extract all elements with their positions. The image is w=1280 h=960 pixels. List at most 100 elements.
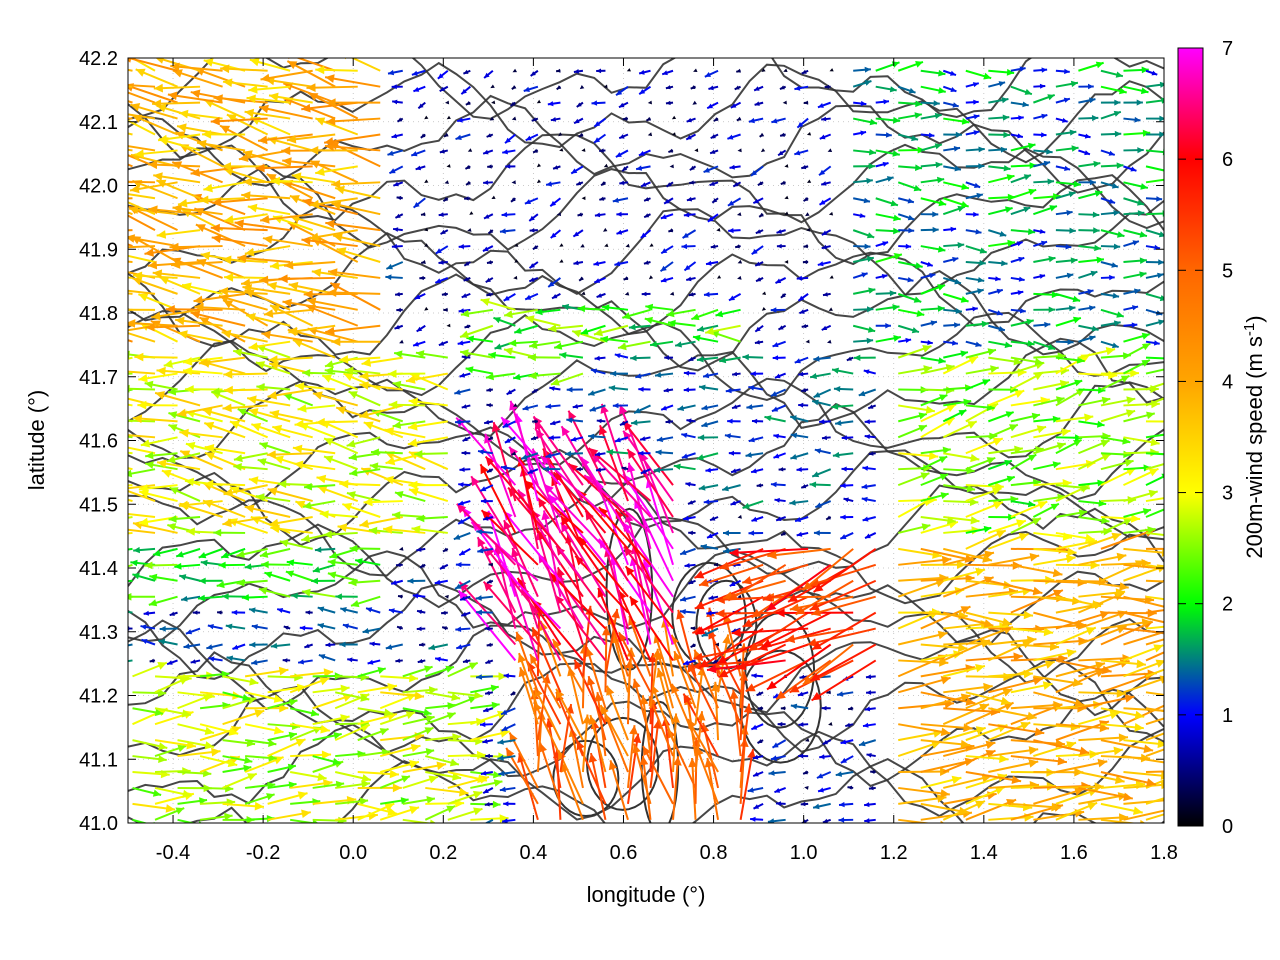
wind-arrow (943, 682, 993, 694)
wind-arrow (226, 655, 246, 662)
wind-arrow-shaft (745, 659, 809, 693)
wind-arrow-head (387, 807, 398, 816)
wind-arrow-head (688, 662, 696, 673)
wind-arrow (1055, 758, 1108, 773)
wind-arrow (482, 787, 494, 795)
wind-arrow (140, 624, 156, 630)
wind-arrow-head (1134, 710, 1145, 720)
wind-arrow (501, 723, 516, 732)
wind-arrow-shaft (519, 666, 539, 725)
wind-arrow (729, 689, 742, 757)
wind-arrow-shaft (402, 818, 434, 823)
wind-arrow-head (501, 709, 508, 715)
contour-line (128, 480, 1164, 577)
wind-arrow-head (1140, 819, 1146, 823)
wind-arrow-head (1034, 727, 1045, 737)
wind-arrow (694, 711, 706, 773)
wind-arrow (1145, 638, 1164, 646)
wind-arrow-head (1140, 753, 1151, 763)
wind-arrow-head (476, 674, 483, 680)
contour-line (128, 516, 1164, 609)
wind-arrow-head (608, 760, 618, 771)
wind-arrow-shaft (573, 659, 607, 725)
wind-arrow-head (392, 783, 402, 793)
wind-arrow-shaft (551, 638, 584, 693)
wind-arrow-shaft (128, 484, 133, 487)
wind-arrow (797, 691, 809, 697)
wind-arrow (770, 755, 786, 761)
wind-arrow-head (182, 789, 192, 798)
wind-arrow-shaft (128, 292, 133, 295)
wind-arrow-head (449, 758, 459, 767)
wind-arrow-shaft (128, 419, 133, 423)
wind-arrow-head (940, 727, 951, 737)
wind-arrow-head (790, 703, 798, 710)
wind-arrow (154, 807, 185, 821)
wind-arrow (312, 755, 341, 766)
wind-arrow-head (722, 634, 731, 645)
wind-arrow-head (692, 661, 702, 671)
wind-arrow-head (268, 754, 277, 762)
wind-arrow (898, 794, 947, 805)
wind-arrow (222, 764, 252, 773)
wind-arrow-shaft (1123, 755, 1164, 764)
wind-arrow (642, 745, 674, 805)
wind-arrow-head (757, 706, 763, 711)
wind-arrow-head (332, 758, 341, 766)
wind-arrow-head (244, 756, 253, 764)
wind-arrow (128, 484, 133, 487)
wind-arrow-shaft (1123, 630, 1164, 646)
wind-arrow (1123, 659, 1164, 678)
wind-arrow (367, 659, 381, 665)
wind-arrow (128, 276, 133, 279)
wind-arrow-shaft (657, 667, 674, 725)
wind-arrow (177, 723, 215, 735)
wind-arrow-head (405, 711, 416, 719)
wind-arrow (545, 718, 562, 789)
wind-arrow-head (1074, 698, 1085, 708)
wind-arrow-shaft (671, 683, 697, 741)
wind-arrow-shaft (739, 671, 746, 741)
wind-arrow-head (425, 714, 435, 723)
wind-arrow-head (266, 793, 275, 801)
contour-loop (671, 561, 747, 668)
wind-arrow (424, 805, 456, 821)
wind-arrow-shaft (529, 653, 562, 709)
wind-arrow-head (498, 672, 507, 681)
wind-arrow-head (387, 683, 397, 692)
wind-arrow-head (676, 609, 685, 620)
wind-arrow (395, 658, 403, 663)
wind-arrow-shaft (1145, 707, 1164, 713)
wind-arrow (425, 733, 462, 742)
wind-arrow (1078, 625, 1127, 646)
wind-arrow-shaft (597, 587, 629, 661)
wind-arrow-head (753, 771, 759, 777)
wind-arrow-shaft (656, 650, 674, 709)
wind-arrow-head (108, 548, 115, 555)
wind-arrow-head (335, 780, 345, 789)
wind-arrow (870, 769, 876, 774)
wind-arrow-head (1165, 355, 1172, 362)
wind-arrow-head (288, 781, 297, 789)
wind-arrow (847, 785, 854, 790)
wind-arrow-head (112, 607, 119, 613)
wind-arrow-shaft (943, 707, 1001, 714)
wind-arrow (838, 817, 854, 823)
wind-arrow (154, 707, 192, 718)
wind-arrow-shaft (1078, 786, 1134, 800)
wind-arrow-shaft (1145, 691, 1164, 696)
wind-arrow (318, 653, 336, 662)
wind-arrow (897, 676, 951, 694)
wind-arrow-head (149, 658, 155, 663)
wind-arrow-shaft (531, 626, 562, 693)
wind-arrow-head (517, 653, 527, 663)
wind-arrow-head (940, 789, 950, 798)
wind-arrow-head (226, 655, 234, 662)
wind-arrow (480, 770, 494, 776)
wind-arrow (626, 647, 636, 709)
wind-arrow (510, 691, 516, 696)
wind-arrow (154, 744, 187, 758)
wind-arrow-head (712, 659, 718, 664)
wind-arrow-head (428, 686, 438, 695)
wind-arrow-head (729, 689, 739, 700)
